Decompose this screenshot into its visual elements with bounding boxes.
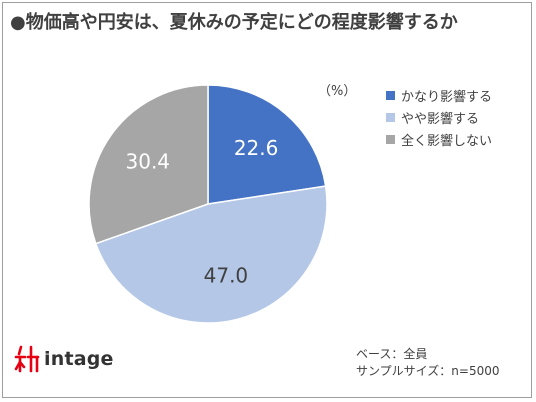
unit-label: （%） [318,84,357,99]
legend-item: かなり影響する [386,84,492,106]
base-note: ベース：全員 サンプルサイズ：n=5000 [356,346,499,380]
chart-title: ●物価高や円安は、夏休みの予定にどの程度影響するか [10,12,458,33]
pie-data-label: 47.0 [204,264,249,288]
legend-label: 全く影響しない [401,133,493,149]
base-label: ベース：全員 [356,347,428,361]
pie-slice [94,185,328,324]
brand-name: intage [44,348,114,370]
legend-item: やや影響する [386,106,492,128]
legend: かなり影響する やや影響する 全く影響しない [386,84,492,150]
pie-data-label: 22.6 [234,136,279,160]
legend-label: かなり影響する [401,89,493,105]
pie-slice [88,84,209,245]
intage-logo-mark-icon [14,345,40,373]
legend-swatch [386,134,395,144]
legend-label: やや影響する [401,111,480,127]
legend-item: 全く影響しない [386,128,492,150]
pie-slices [88,84,328,324]
intage-logo: intage [14,345,114,373]
pie-data-label: 30.4 [126,149,171,173]
pie-slice [207,84,327,205]
pie-data-labels: 22.6 47.0 30.4 [126,136,279,288]
legend-swatch [386,90,395,100]
sample-size-label: サンプルサイズ：n=5000 [356,364,500,378]
legend-swatch [386,112,395,122]
